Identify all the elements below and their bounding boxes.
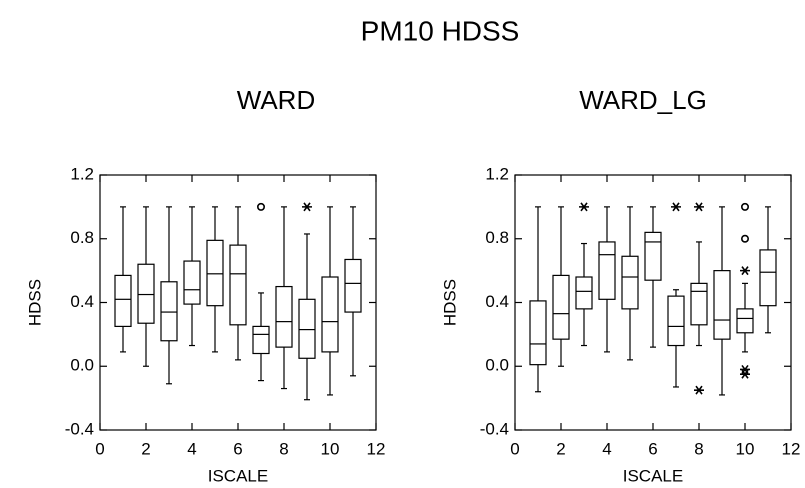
outlier-star [740, 369, 750, 379]
x-tick-label: 2 [556, 439, 565, 458]
y-tick-label: 0.4 [485, 292, 509, 311]
box [736, 308, 754, 334]
box [552, 274, 570, 340]
y-tick-label: 0.0 [70, 356, 94, 375]
outlier-star [579, 202, 589, 212]
x-tick-label: 8 [279, 439, 288, 458]
box [713, 270, 731, 340]
box [275, 285, 293, 348]
outlier-star [302, 202, 312, 212]
outlier-star [694, 385, 704, 395]
outlier-star [694, 202, 704, 212]
panel-title: WARD_LG [579, 85, 707, 115]
y-tick-label: 1.2 [70, 164, 94, 183]
chart-title: PM10 HDSS [361, 15, 520, 46]
box [252, 325, 270, 355]
box [206, 239, 224, 307]
x-tick-label: 0 [510, 439, 519, 458]
outlier-circle [256, 202, 265, 211]
y-tick-label: 0.0 [485, 356, 509, 375]
box [137, 263, 155, 324]
box [598, 241, 616, 300]
box [298, 298, 316, 359]
x-tick-label: 12 [782, 439, 801, 458]
box [183, 260, 201, 305]
outlier-star [740, 266, 750, 276]
y-tick-label: -0.4 [65, 419, 94, 438]
x-tick-label: 10 [321, 439, 340, 458]
x-tick-label: 12 [367, 439, 386, 458]
box [575, 276, 593, 310]
x-axis-label: ISCALE [208, 466, 268, 485]
box [321, 276, 339, 353]
y-axis-label: HDSS [440, 279, 459, 326]
x-axis-label: ISCALE [623, 466, 683, 485]
box [759, 249, 777, 307]
outlier-star [671, 202, 681, 212]
x-tick-label: 8 [694, 439, 703, 458]
box [667, 295, 685, 347]
x-tick-label: 10 [736, 439, 755, 458]
panel-title: WARD [237, 85, 315, 115]
y-tick-label: -0.4 [480, 419, 509, 438]
box [114, 274, 132, 328]
y-tick-label: 0.8 [485, 228, 509, 247]
outlier-circle [740, 234, 749, 243]
x-tick-label: 6 [648, 439, 657, 458]
y-tick-label: 1.2 [485, 164, 509, 183]
x-tick-label: 6 [233, 439, 242, 458]
x-tick-label: 2 [141, 439, 150, 458]
x-tick-label: 0 [95, 439, 104, 458]
y-tick-label: 0.8 [70, 228, 94, 247]
x-tick-label: 4 [602, 439, 611, 458]
box [229, 244, 247, 326]
box [344, 258, 362, 313]
x-tick-label: 4 [187, 439, 196, 458]
box [529, 300, 547, 366]
box [160, 281, 178, 342]
y-tick-label: 0.4 [70, 292, 94, 311]
y-axis-label: HDSS [25, 279, 44, 326]
box [690, 282, 708, 326]
outlier-star [740, 364, 750, 374]
box [644, 231, 662, 281]
box [621, 255, 639, 310]
outlier-circle [740, 202, 749, 211]
